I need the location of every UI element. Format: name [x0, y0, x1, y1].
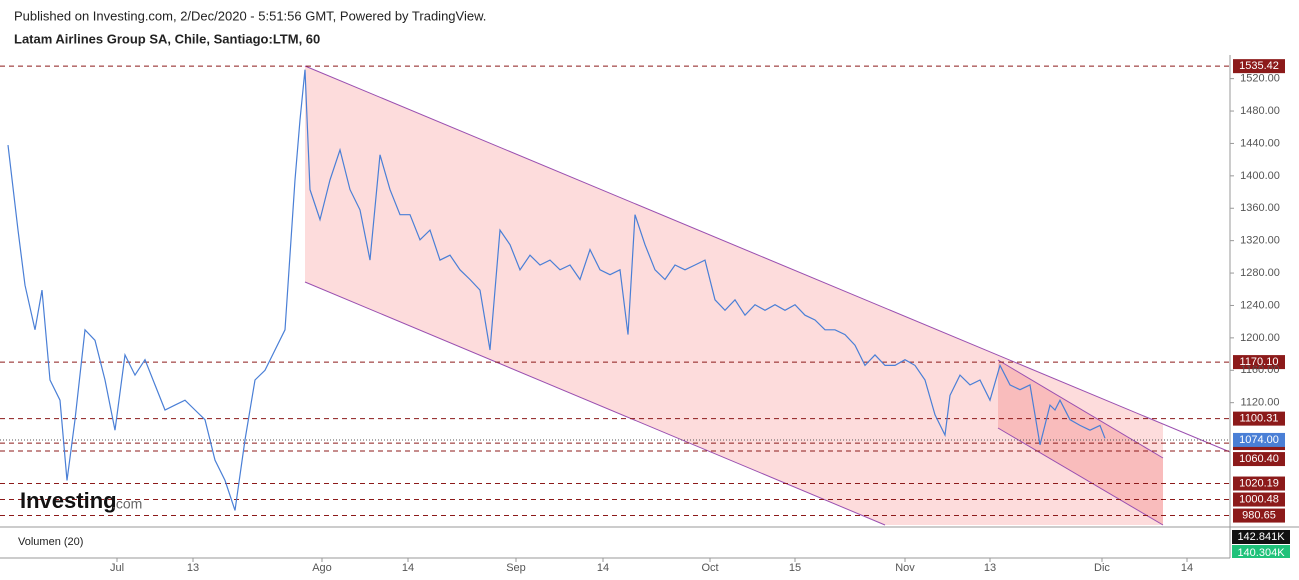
volume-value: 140.304K	[1237, 547, 1285, 559]
volume-box	[1232, 545, 1290, 558]
level-label: 1060.40	[1239, 453, 1279, 465]
y-tick-label: 1320.00	[1240, 235, 1280, 247]
y-tick-label: 1520.00	[1240, 73, 1280, 85]
symbol-title: Latam Airlines Group SA, Chile, Santiago…	[14, 31, 320, 46]
y-tick-label: 1440.00	[1240, 137, 1280, 149]
x-tick-label: 13	[984, 562, 996, 574]
channel-line	[304, 281, 886, 526]
y-tick-label: 1400.00	[1240, 170, 1280, 182]
y-tick-label: 1120.00	[1241, 397, 1280, 409]
y-tick-label: 1160.00	[1241, 364, 1280, 376]
price-line	[7, 69, 1106, 511]
level-box	[1233, 355, 1285, 370]
last-price-box	[1233, 432, 1285, 447]
level-box	[1233, 411, 1285, 426]
y-tick-label: 1200.00	[1240, 332, 1280, 344]
level-box	[1233, 492, 1285, 507]
published-note: Published on Investing.com, 2/Dec/2020 -…	[14, 8, 486, 23]
level-box	[1233, 508, 1285, 523]
logo-suffix: .com	[112, 496, 142, 512]
level-box	[1233, 452, 1285, 467]
volume-label: Volumen (20)	[18, 536, 83, 548]
channel-fill	[305, 66, 1163, 525]
plot	[7, 69, 1106, 511]
x-tick-label: 14	[597, 562, 609, 574]
y-tick-label: 1480.00	[1240, 105, 1280, 117]
x-tick-label: 15	[789, 562, 801, 574]
last-price-label: 1074.00	[1239, 434, 1279, 446]
y-tick-label: 1360.00	[1240, 202, 1280, 214]
channel-line	[997, 359, 1164, 459]
level-label: 1100.31	[1240, 413, 1279, 425]
x-tick-label: 13	[187, 562, 199, 574]
channel-line	[997, 427, 1164, 526]
y-tick-label: 1280.00	[1240, 267, 1280, 279]
x-tick-label: Ago	[312, 562, 332, 574]
x-tick-label: 14	[1181, 562, 1193, 574]
volume-value: 142.841K	[1237, 531, 1285, 543]
x-tick-label: Jul	[110, 562, 124, 574]
channel-line	[304, 65, 1231, 453]
x-tick-label: Oct	[701, 562, 718, 574]
y-tick-label: 1240.00	[1240, 299, 1280, 311]
level-box	[1233, 476, 1285, 491]
volume-box	[1232, 530, 1290, 544]
x-tick-label: Dic	[1094, 562, 1110, 574]
x-tick-label: Sep	[506, 562, 526, 574]
level-label: 1535.42	[1239, 60, 1279, 72]
level-label: 980.65	[1242, 509, 1276, 521]
logo: Investing	[20, 488, 117, 513]
level-label: 1020.19	[1239, 477, 1279, 489]
level-box	[1233, 59, 1285, 74]
level-label: 1170.10	[1240, 356, 1279, 368]
level-label: 1000.48	[1239, 493, 1279, 505]
small-channel-fill	[998, 360, 1163, 525]
x-tick-label: Nov	[895, 562, 915, 574]
x-tick-label: 14	[402, 562, 414, 574]
